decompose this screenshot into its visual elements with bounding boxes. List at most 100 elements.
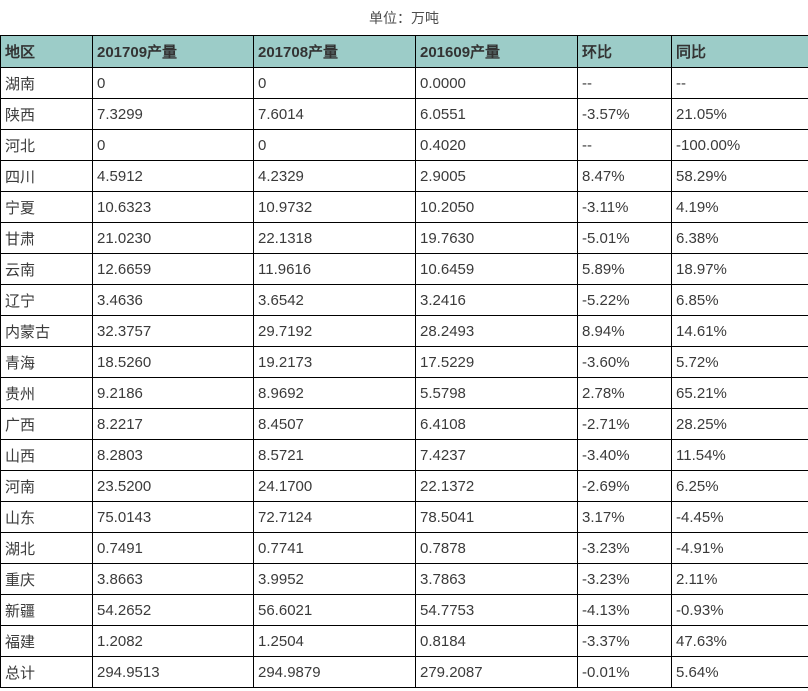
value-cell: 9.2186 bbox=[92, 377, 254, 409]
value-cell: 5.5798 bbox=[415, 377, 578, 409]
value-cell: 21.05% bbox=[671, 98, 808, 130]
value-cell: 1.2082 bbox=[92, 625, 254, 657]
value-cell: 6.4108 bbox=[415, 408, 578, 440]
value-cell: 3.4636 bbox=[92, 284, 254, 316]
value-cell: -3.23% bbox=[577, 532, 672, 564]
value-cell: 7.6014 bbox=[253, 98, 416, 130]
value-cell: -3.57% bbox=[577, 98, 672, 130]
value-cell: 28.2493 bbox=[415, 315, 578, 347]
value-cell: 12.6659 bbox=[92, 253, 254, 285]
value-cell: 0.8184 bbox=[415, 625, 578, 657]
value-cell: 3.17% bbox=[577, 501, 672, 533]
table-row: 河北 0 0 0.4020 -- -100.00% bbox=[0, 129, 808, 161]
value-cell: -3.60% bbox=[577, 346, 672, 378]
value-cell: -3.40% bbox=[577, 439, 672, 471]
table-row: 云南 12.6659 11.9616 10.6459 5.89% 18.97% bbox=[0, 253, 808, 285]
value-cell: 0 bbox=[253, 129, 416, 161]
value-cell: 14.61% bbox=[671, 315, 808, 347]
value-cell: -3.11% bbox=[577, 191, 672, 223]
region-cell: 宁夏 bbox=[0, 191, 93, 223]
value-cell: 19.7630 bbox=[415, 222, 578, 254]
region-cell: 甘肃 bbox=[0, 222, 93, 254]
value-cell: 5.89% bbox=[577, 253, 672, 285]
table-body: 湖南 0 0 0.0000 -- -- 陕西 7.3299 7.6014 6.0551 -3.57%… bbox=[0, 67, 808, 688]
value-cell: 7.4237 bbox=[415, 439, 578, 471]
value-cell: 8.9692 bbox=[253, 377, 416, 409]
value-cell: 78.5041 bbox=[415, 501, 578, 533]
value-cell: -3.23% bbox=[577, 563, 672, 595]
table-row: 陕西 7.3299 7.6014 6.0551 -3.57% 21.05% bbox=[0, 98, 808, 130]
value-cell: 17.5229 bbox=[415, 346, 578, 378]
value-cell: 21.0230 bbox=[92, 222, 254, 254]
table-row: 青海 18.5260 19.2173 17.5229 -3.60% 5.72% bbox=[0, 346, 808, 378]
value-cell: 4.19% bbox=[671, 191, 808, 223]
table-row: 总计 294.9513 294.9879 279.2087 -0.01% 5.64% bbox=[0, 656, 808, 688]
column-header: 201709产量 bbox=[92, 35, 254, 68]
value-cell: 54.2652 bbox=[92, 594, 254, 626]
value-cell: -4.91% bbox=[671, 532, 808, 564]
value-cell: 294.9513 bbox=[92, 656, 254, 688]
table-row: 广西 8.2217 8.4507 6.4108 -2.71% 28.25% bbox=[0, 408, 808, 440]
table-row: 贵州 9.2186 8.9692 5.5798 2.78% 65.21% bbox=[0, 377, 808, 409]
value-cell: 4.5912 bbox=[92, 160, 254, 192]
value-cell: 294.9879 bbox=[253, 656, 416, 688]
production-table: 地区 201709产量 201708产量 201609产量 环比 同比 湖南 0 0 0.000… bbox=[0, 35, 808, 688]
value-cell: 0 bbox=[253, 67, 416, 99]
region-cell: 青海 bbox=[0, 346, 93, 378]
value-cell: 54.7753 bbox=[415, 594, 578, 626]
value-cell: 5.64% bbox=[671, 656, 808, 688]
region-cell: 重庆 bbox=[0, 563, 93, 595]
value-cell: 0.7878 bbox=[415, 532, 578, 564]
value-cell: 24.1700 bbox=[253, 470, 416, 502]
value-cell: 8.5721 bbox=[253, 439, 416, 471]
value-cell: 2.78% bbox=[577, 377, 672, 409]
region-cell: 湖北 bbox=[0, 532, 93, 564]
table-row: 山东 75.0143 72.7124 78.5041 3.17% -4.45% bbox=[0, 501, 808, 533]
value-cell: 6.25% bbox=[671, 470, 808, 502]
value-cell: -3.37% bbox=[577, 625, 672, 657]
value-cell: -5.01% bbox=[577, 222, 672, 254]
table-row: 福建 1.2082 1.2504 0.8184 -3.37% 47.63% bbox=[0, 625, 808, 657]
value-cell: 3.9952 bbox=[253, 563, 416, 595]
table-row: 甘肃 21.0230 22.1318 19.7630 -5.01% 6.38% bbox=[0, 222, 808, 254]
value-cell: 22.1372 bbox=[415, 470, 578, 502]
value-cell: 8.4507 bbox=[253, 408, 416, 440]
value-cell: 10.9732 bbox=[253, 191, 416, 223]
value-cell: -- bbox=[577, 129, 672, 161]
region-cell: 新疆 bbox=[0, 594, 93, 626]
value-cell: 8.2803 bbox=[92, 439, 254, 471]
value-cell: 3.8663 bbox=[92, 563, 254, 595]
value-cell: 3.6542 bbox=[253, 284, 416, 316]
table-row: 内蒙古 32.3757 29.7192 28.2493 8.94% 14.61% bbox=[0, 315, 808, 347]
value-cell: 18.97% bbox=[671, 253, 808, 285]
region-cell: 陕西 bbox=[0, 98, 93, 130]
column-header: 同比 bbox=[671, 35, 808, 68]
value-cell: -4.13% bbox=[577, 594, 672, 626]
table-row: 新疆 54.2652 56.6021 54.7753 -4.13% -0.93% bbox=[0, 594, 808, 626]
value-cell: 1.2504 bbox=[253, 625, 416, 657]
region-cell: 广西 bbox=[0, 408, 93, 440]
value-cell: -5.22% bbox=[577, 284, 672, 316]
value-cell: 0 bbox=[92, 67, 254, 99]
value-cell: 8.94% bbox=[577, 315, 672, 347]
column-header: 201609产量 bbox=[415, 35, 578, 68]
column-header: 地区 bbox=[0, 35, 93, 68]
region-cell: 河南 bbox=[0, 470, 93, 502]
value-cell: 0.7741 bbox=[253, 532, 416, 564]
value-cell: 0.4020 bbox=[415, 129, 578, 161]
region-cell: 内蒙古 bbox=[0, 315, 93, 347]
region-cell: 河北 bbox=[0, 129, 93, 161]
value-cell: 0.7491 bbox=[92, 532, 254, 564]
region-cell: 四川 bbox=[0, 160, 93, 192]
table-row: 山西 8.2803 8.5721 7.4237 -3.40% 11.54% bbox=[0, 439, 808, 471]
value-cell: 6.38% bbox=[671, 222, 808, 254]
value-cell: 0.0000 bbox=[415, 67, 578, 99]
value-cell: 10.2050 bbox=[415, 191, 578, 223]
value-cell: 22.1318 bbox=[253, 222, 416, 254]
value-cell: 58.29% bbox=[671, 160, 808, 192]
value-cell: 2.9005 bbox=[415, 160, 578, 192]
value-cell: 18.5260 bbox=[92, 346, 254, 378]
value-cell: 2.11% bbox=[671, 563, 808, 595]
value-cell: 56.6021 bbox=[253, 594, 416, 626]
value-cell: 10.6459 bbox=[415, 253, 578, 285]
